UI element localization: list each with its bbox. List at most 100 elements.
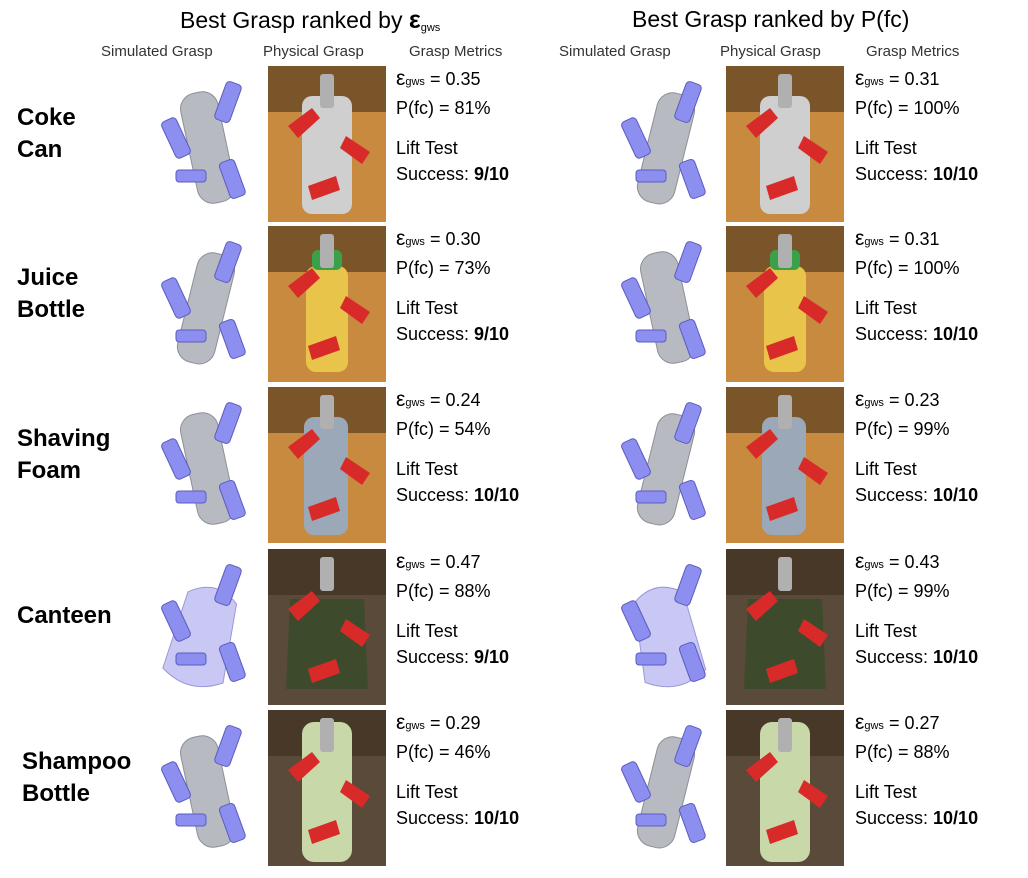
object-name-line2: Bottle [17,296,85,323]
epsilon-eq: = [883,229,905,249]
pfc-metric: P(fc) = 88% [855,739,978,765]
success-value: 10/10 [933,324,979,344]
pfc-value: 99% [913,581,950,601]
simulated-grasp-graphic [621,81,706,205]
pfc-prefix: P(fc) = [855,742,914,762]
epsilon-eq: = [883,713,905,733]
simulated-grasp-graphic [161,241,246,365]
success-value: 10/10 [933,164,979,184]
object-name-line2: Foam [17,457,82,484]
pfc-prefix: P(fc) = [396,419,455,439]
grasp-metrics-right: εgws = 0.27 P(fc) = 88% Lift Test Succes… [855,710,978,831]
success-value: 10/10 [474,808,520,828]
grasp-metrics-right: εgws = 0.23 P(fc) = 99% Lift Test Succes… [855,387,978,508]
simulated-grasp-graphic [621,241,706,364]
physical-grasp-photo-right [726,387,844,543]
pfc-value: 46% [454,742,491,762]
pfc-prefix: P(fc) = [855,258,914,278]
epsilon-value: 0.31 [904,229,940,249]
left-section-title: Best Grasp ranked by εgws [180,6,440,35]
physical-grasp-graphic [268,387,386,543]
epsilon-eq: = [424,229,446,249]
object-name: Shaving Foam [17,423,110,487]
pfc-metric: P(fc) = 99% [855,578,978,604]
success-metric: Success: 10/10 [855,805,978,831]
pfc-prefix: P(fc) = [396,742,455,762]
success-label: Success: [396,647,475,667]
success-metric: Success: 10/10 [396,482,519,508]
success-value: 9/10 [474,324,510,344]
lift-test-label: Lift Test [396,459,458,479]
epsilon-eq: = [883,390,905,410]
left-title-prefix: Best Grasp ranked by [180,7,409,33]
simulated-grasp-graphic [621,402,706,526]
success-label: Success: [396,164,475,184]
grasp-metrics-left: εgws = 0.35 P(fc) = 81% Lift Test Succes… [396,66,509,187]
epsilon-eq: = [424,552,446,572]
right-title-text: Best Grasp ranked by P(fc) [632,6,910,32]
epsilon-value: 0.30 [445,229,481,249]
epsilon-value: 0.27 [904,713,940,733]
pfc-metric: P(fc) = 99% [855,416,978,442]
epsilon-symbol: ε [855,67,865,90]
object-name-line1: Juice [17,264,79,291]
success-label: Success: [855,647,934,667]
physical-grasp-graphic [726,710,844,866]
epsilon-metric: εgws = 0.24 [396,387,519,416]
success-label: Success: [855,164,934,184]
simulated-grasp-graphic [161,564,246,688]
success-metric: Success: 10/10 [855,321,978,347]
simulated-grasp-image-left [150,718,260,858]
epsilon-value: 0.24 [445,390,481,410]
epsilon-symbol: ε [396,550,406,573]
success-value: 9/10 [474,647,510,667]
epsilon-value: 0.43 [904,552,940,572]
pfc-value: 99% [913,419,950,439]
success-label: Success: [855,324,934,344]
success-value: 10/10 [474,485,520,505]
lift-test-label: Lift Test [855,459,917,479]
grasp-metrics-right: εgws = 0.43 P(fc) = 99% Lift Test Succes… [855,549,978,670]
epsilon-eq: = [883,69,905,89]
epsilon-subscript: gws [864,236,884,248]
simulated-grasp-image-right [610,74,720,214]
right-col-metrics: Grasp Metrics [866,43,960,60]
epsilon-eq: = [424,69,446,89]
object-name-line1: Shaving [17,425,111,452]
epsilon-metric: εgws = 0.29 [396,710,519,739]
pfc-value: 73% [454,258,491,278]
success-label: Success: [396,324,475,344]
physical-grasp-graphic [726,387,844,543]
pfc-metric: P(fc) = 100% [855,255,978,281]
success-metric: Success: 9/10 [396,321,509,347]
physical-grasp-photo-left [268,387,386,543]
epsilon-symbol: ε [855,550,865,573]
right-section-title: Best Grasp ranked by P(fc) [632,6,909,33]
epsilon-value: 0.29 [445,713,481,733]
simulated-grasp-image-right [610,557,720,697]
grasp-metrics-right: εgws = 0.31 P(fc) = 100% Lift Test Succe… [855,66,978,187]
lift-test-label: Lift Test [396,621,458,641]
pfc-value: 100% [913,98,960,118]
epsilon-metric: εgws = 0.23 [855,387,978,416]
epsilon-subscript: gws [405,559,425,571]
pfc-value: 54% [454,419,491,439]
physical-grasp-photo-left [268,66,386,222]
object-name: Shampoo Bottle [22,746,131,810]
lift-test-label: Lift Test [855,621,917,641]
success-value: 10/10 [933,808,979,828]
left-title-subscript: gws [420,22,441,34]
physical-grasp-photo-right [726,549,844,705]
success-metric: Success: 10/10 [855,644,978,670]
physical-grasp-photo-left [268,226,386,382]
epsilon-symbol: ε [396,227,406,250]
pfc-prefix: P(fc) = [855,98,914,118]
object-name: Juice Bottle [17,262,85,326]
object-name-line2: Bottle [22,780,90,807]
epsilon-symbol: ε [396,711,406,734]
epsilon-value: 0.35 [445,69,481,89]
left-col-physical: Physical Grasp [263,43,364,60]
object-name-line2: Can [17,136,63,163]
simulated-grasp-image-right [610,718,720,858]
epsilon-metric: εgws = 0.27 [855,710,978,739]
